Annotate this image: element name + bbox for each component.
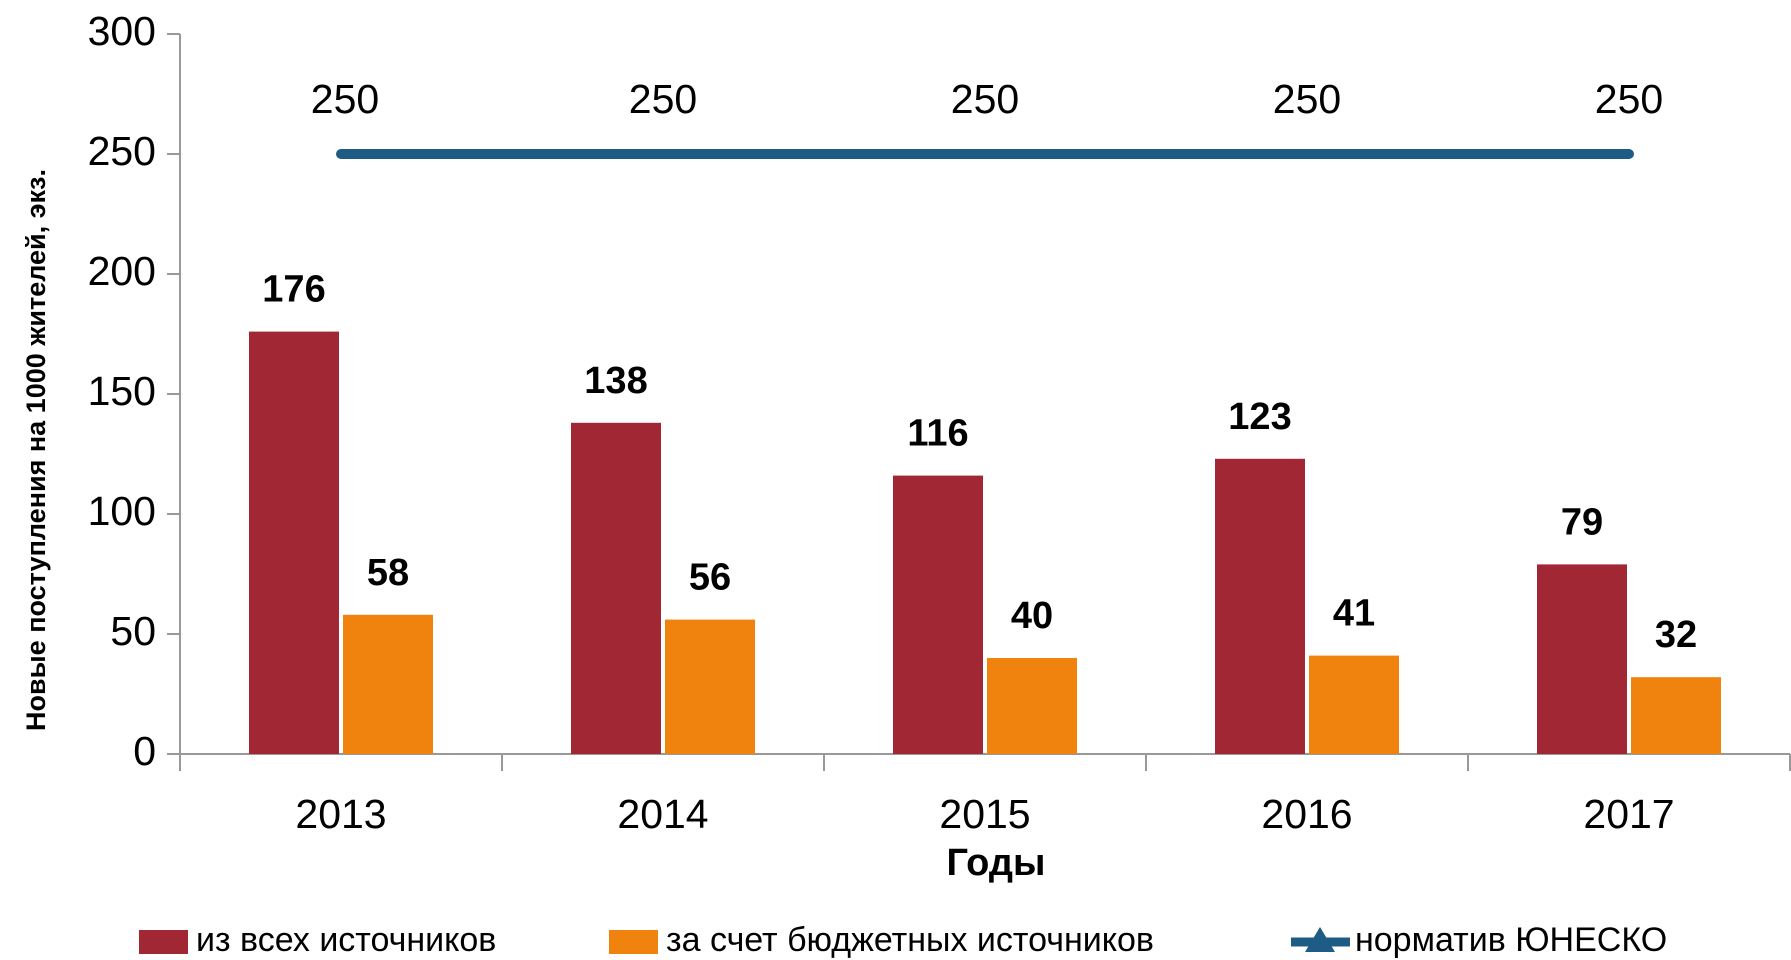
y-tick-label: 200 (88, 248, 156, 294)
bar (1537, 564, 1627, 754)
bar-value-label: 56 (689, 557, 731, 599)
line-value-label: 250 (1595, 76, 1663, 122)
line-value-label: 250 (629, 76, 697, 122)
x-tick-label: 2013 (295, 791, 386, 837)
bar (1215, 458, 1305, 754)
y-tick-label: 300 (88, 8, 156, 54)
x-tick-label: 2016 (1261, 791, 1352, 837)
y-tick-label: 50 (110, 608, 156, 654)
bar-value-label: 32 (1655, 614, 1697, 656)
bar-value-label: 176 (262, 269, 325, 311)
legend-swatch (609, 930, 658, 954)
bar-value-label: 40 (1011, 595, 1053, 637)
legend-label: за счет бюджетных источников (666, 921, 1154, 959)
bar-value-label: 79 (1561, 501, 1603, 543)
bar (665, 619, 755, 754)
y-tick-label: 250 (88, 128, 156, 174)
x-axis-title: Годы (947, 842, 1046, 884)
bar-value-label: 138 (584, 360, 647, 402)
bar-value-label: 58 (367, 552, 409, 594)
bar (343, 614, 433, 754)
y-tick-label: 0 (133, 728, 156, 774)
legend-label: из всех источников (196, 921, 496, 959)
y-tick-label: 150 (88, 368, 156, 414)
bar-value-label: 116 (907, 413, 968, 455)
legend-swatch (139, 930, 188, 954)
legend-marker (1305, 927, 1335, 952)
y-tick-label: 100 (88, 488, 156, 534)
x-tick-label: 2015 (939, 791, 1030, 837)
x-tick-label: 2017 (1583, 791, 1674, 837)
bar (249, 331, 339, 754)
x-tick-label: 2014 (617, 791, 708, 837)
line-value-label: 250 (311, 76, 379, 122)
legend-label: норматив ЮНЕСКО (1355, 921, 1667, 959)
bar (1631, 677, 1721, 754)
bar-value-label: 41 (1333, 593, 1375, 635)
bar (571, 422, 661, 754)
bar-value-label: 123 (1228, 396, 1291, 438)
bar (1309, 655, 1399, 754)
bar (987, 658, 1077, 754)
line-value-label: 250 (951, 76, 1019, 122)
bar (893, 475, 983, 754)
line-value-label: 250 (1273, 76, 1341, 122)
y-axis-title: Новые поступления на 1000 жителей, экз. (21, 169, 51, 731)
